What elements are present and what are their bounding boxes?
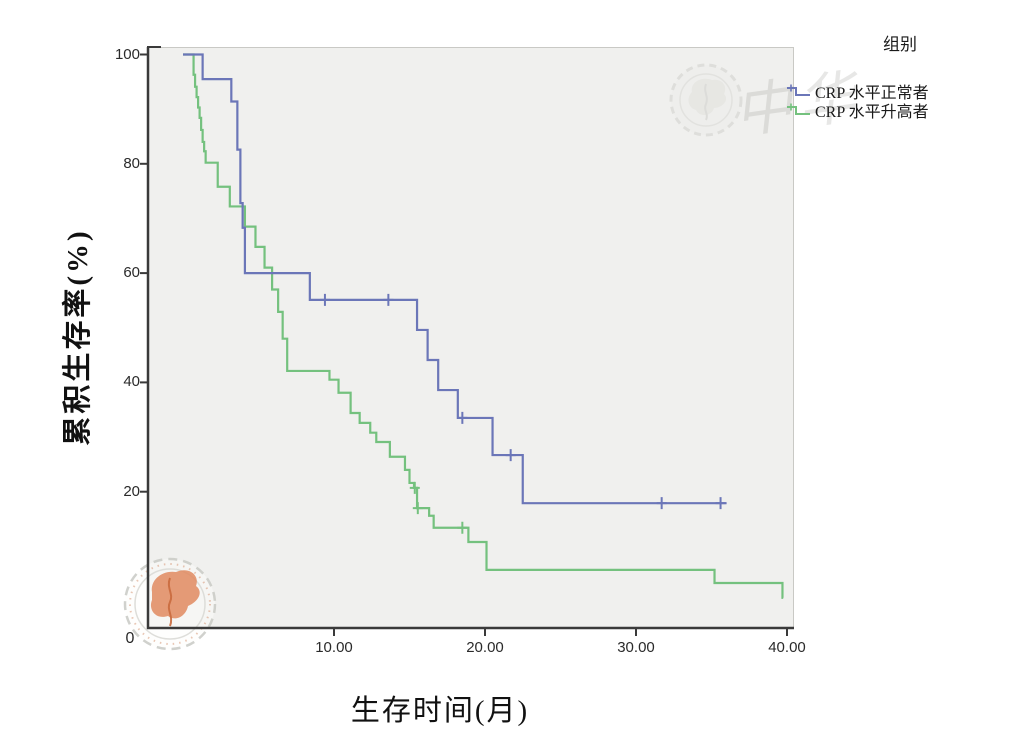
x-axis-title: 生存时间(月)	[350, 695, 530, 727]
watermark-seal-top-icon	[669, 63, 743, 137]
y-tick-label: 60	[123, 264, 140, 282]
axis-lines	[146, 47, 794, 630]
x-tick-label: 10.00	[315, 639, 353, 656]
y-tick-label: 40	[123, 373, 140, 391]
censor-mark	[383, 293, 394, 306]
censor-mark	[715, 497, 726, 510]
plot-area	[148, 47, 794, 629]
y-tick-label: 100	[114, 45, 140, 63]
censor-mark	[409, 481, 420, 494]
censor-mark	[319, 293, 330, 306]
step-marker-icon	[787, 84, 810, 96]
legend: 组别 CRP 水平正常者 CRP 水平升高者	[786, 30, 1006, 121]
legend-item: CRP 水平升高者	[786, 100, 1006, 121]
censor-mark	[505, 449, 516, 462]
x-tick-label: 20.00	[466, 639, 504, 656]
legend-item-label: CRP 水平正常者	[815, 84, 929, 102]
x-tick-label: 40.00	[768, 639, 806, 656]
survival-curve-crp-normal	[183, 53, 727, 505]
censor-mark	[412, 502, 423, 515]
step-marker-icon	[787, 103, 810, 115]
legend-item: CRP 水平正常者	[786, 81, 1006, 102]
x-tick-label: 30.00	[617, 639, 655, 656]
x-origin-label: 0	[125, 630, 135, 647]
legend-title: 组别	[883, 35, 917, 54]
censor-mark	[656, 497, 667, 510]
survival-curve-crp-elevated	[183, 53, 784, 599]
y-tick-label: 20	[123, 482, 140, 500]
y-tick-label: 80	[123, 154, 140, 172]
legend-item-label: CRP 水平升高者	[815, 103, 929, 121]
y-axis-title: 累积生存率(%)	[62, 228, 94, 446]
legend-rows: CRP 水平正常者 CRP 水平升高者	[786, 81, 1006, 121]
censor-mark	[457, 521, 468, 534]
censor-mark	[457, 411, 468, 424]
